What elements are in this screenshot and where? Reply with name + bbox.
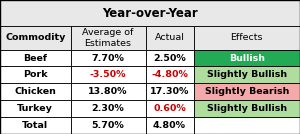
Text: Slightly Bearish: Slightly Bearish bbox=[205, 87, 289, 96]
Bar bbox=[146, 50, 194, 66]
Bar bbox=[0, 50, 70, 66]
Text: 17.30%: 17.30% bbox=[150, 87, 189, 96]
Text: 5.70%: 5.70% bbox=[92, 121, 124, 130]
Text: -3.50%: -3.50% bbox=[90, 70, 126, 79]
Bar bbox=[0, 26, 70, 50]
Text: Commodity: Commodity bbox=[5, 33, 65, 42]
Text: Bullish: Bullish bbox=[229, 53, 265, 63]
Text: Total: Total bbox=[22, 121, 48, 130]
Text: Beef: Beef bbox=[23, 53, 47, 63]
Bar bbox=[0, 66, 70, 83]
Bar bbox=[70, 117, 146, 134]
Text: Slightly Bullish: Slightly Bullish bbox=[207, 70, 287, 79]
Bar bbox=[0, 0, 300, 26]
Bar bbox=[146, 83, 194, 100]
Bar bbox=[194, 117, 300, 134]
Text: 0.60%: 0.60% bbox=[153, 104, 186, 113]
Text: -4.80%: -4.80% bbox=[151, 70, 188, 79]
Bar bbox=[194, 100, 300, 117]
Bar bbox=[146, 117, 194, 134]
Text: Effects: Effects bbox=[230, 33, 263, 42]
Bar bbox=[194, 83, 300, 100]
Bar bbox=[70, 100, 146, 117]
Text: 7.70%: 7.70% bbox=[92, 53, 124, 63]
Bar bbox=[70, 66, 146, 83]
Bar bbox=[146, 100, 194, 117]
Bar bbox=[70, 50, 146, 66]
Bar bbox=[194, 66, 300, 83]
Text: Pork: Pork bbox=[23, 70, 48, 79]
Bar bbox=[70, 26, 146, 50]
Bar bbox=[0, 100, 70, 117]
Text: Year-over-Year: Year-over-Year bbox=[102, 7, 198, 20]
Text: Average of
Estimates: Average of Estimates bbox=[82, 28, 134, 48]
Bar bbox=[146, 66, 194, 83]
Text: 2.30%: 2.30% bbox=[92, 104, 124, 113]
Text: Slightly Bullish: Slightly Bullish bbox=[207, 104, 287, 113]
Bar bbox=[0, 117, 70, 134]
Bar bbox=[0, 83, 70, 100]
Text: Actual: Actual bbox=[154, 33, 184, 42]
Text: 2.50%: 2.50% bbox=[153, 53, 186, 63]
Bar bbox=[194, 50, 300, 66]
Bar bbox=[194, 26, 300, 50]
Text: 13.80%: 13.80% bbox=[88, 87, 128, 96]
Text: 4.80%: 4.80% bbox=[153, 121, 186, 130]
Text: Turkey: Turkey bbox=[17, 104, 53, 113]
Bar bbox=[146, 26, 194, 50]
Text: Chicken: Chicken bbox=[14, 87, 56, 96]
Bar bbox=[70, 83, 146, 100]
